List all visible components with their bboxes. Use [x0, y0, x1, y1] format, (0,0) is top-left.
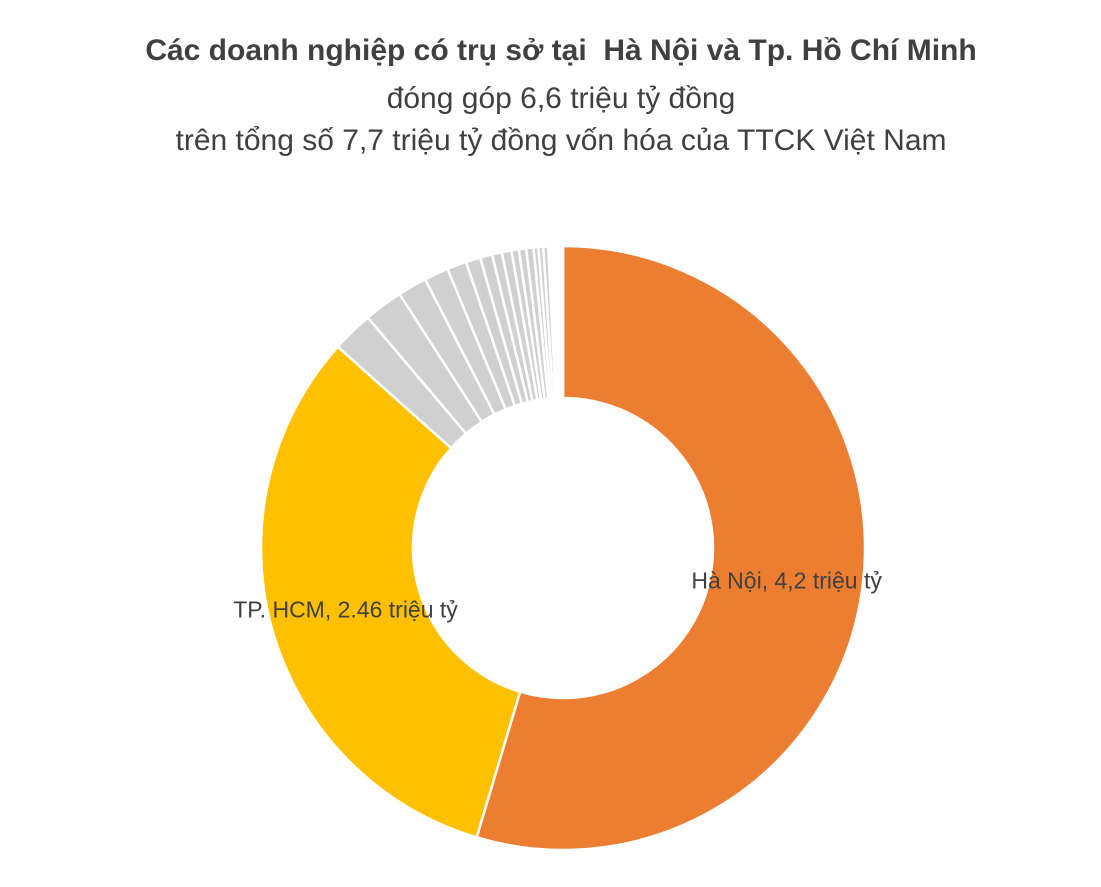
donut-slice [259, 345, 522, 839]
chart-title: Các doanh nghiệp có trụ sở tại Hà Nội và… [145, 34, 976, 67]
donut-slice [475, 244, 867, 852]
chart-subtitle: trên tổng số 7,7 triệu tỷ đồng vốn hóa c… [176, 124, 947, 157]
data-label: TP. HCM, 2.46 triệu tỷ [233, 597, 458, 623]
donut-slice [559, 244, 565, 400]
data-label: Hà Nội, 4,2 triệu tỷ [691, 568, 882, 594]
chart-subtitle: đóng góp 6,6 triệu tỷ đồng [387, 82, 736, 115]
